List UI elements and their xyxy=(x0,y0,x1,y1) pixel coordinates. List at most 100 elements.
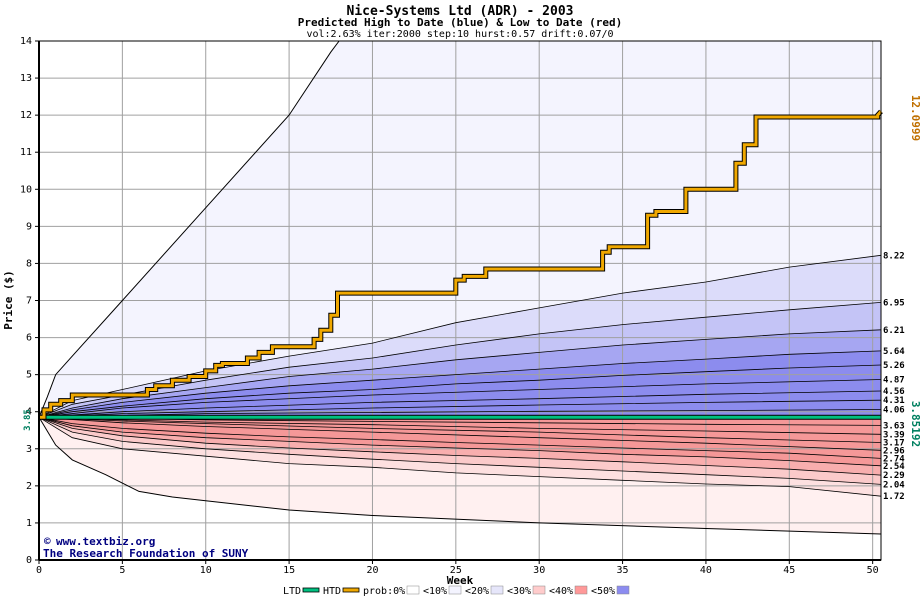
x-tick-label-6: 30 xyxy=(533,565,545,576)
x-tick-label-7: 35 xyxy=(617,565,629,576)
y-tick-label-7: 7 xyxy=(26,296,32,307)
series-lines xyxy=(38,40,883,535)
high-inner-line-1 xyxy=(38,390,882,418)
end-level-label-13: 2.74 xyxy=(883,454,905,464)
upper-envelope-line xyxy=(38,40,340,418)
end-level-label-8: 4.06 xyxy=(883,405,905,415)
x-tick-label-4: 20 xyxy=(366,565,378,576)
legend-swatch-7 xyxy=(616,585,630,595)
low-band-line-2 xyxy=(38,416,882,476)
low-inner-line-1 xyxy=(38,416,882,443)
x-tick-label-0: 0 xyxy=(36,565,42,576)
x-tick-label-8: 40 xyxy=(700,565,712,576)
x-tick-label-3: 15 xyxy=(283,565,295,576)
chart-title: Nice-Systems Ltd (ADR) - 2003 xyxy=(347,4,574,19)
end-level-label-5: 4.87 xyxy=(883,375,905,385)
y-tick-label-0: 0 xyxy=(26,555,32,566)
chart-subtitle: Predicted High to Date (blue) & Low to D… xyxy=(298,16,623,29)
x-tick-label-10: 50 xyxy=(867,565,879,576)
legend-label-4: <20% xyxy=(465,586,489,597)
end-level-label-3: 5.64 xyxy=(883,347,905,357)
end-level-label-10: 3.39 xyxy=(883,430,905,440)
end-level-label-1: 6.95 xyxy=(883,298,905,308)
low-band-line-4 xyxy=(38,416,882,459)
low-band-2 xyxy=(39,417,881,476)
low-band-3 xyxy=(39,417,881,466)
legend-swatch-0 xyxy=(302,587,320,593)
y-tick-label-3: 3 xyxy=(26,444,32,455)
y-tick-label-1: 1 xyxy=(26,518,32,529)
low-band-line-3 xyxy=(38,416,882,467)
high-band-0 xyxy=(39,255,881,418)
low-final-label: 3.85192 xyxy=(909,401,920,447)
low-band-1 xyxy=(39,417,881,485)
low-inner-line-2 xyxy=(38,416,882,435)
end-level-label-9: 3.63 xyxy=(883,421,905,431)
high-band-line-2 xyxy=(38,329,882,418)
high-band-1 xyxy=(39,302,881,418)
end-level-label-16: 2.04 xyxy=(883,480,905,490)
y-tick-label-13: 13 xyxy=(20,73,32,84)
y-tick-label-5: 5 xyxy=(26,370,32,381)
end-level-label-2: 6.21 xyxy=(883,326,905,336)
low-band-line-0 xyxy=(38,416,882,497)
legend: LTD HTD prob:0% <10% <20% <30% <40% <50% xyxy=(283,585,630,597)
low-band-line-1 xyxy=(38,416,882,485)
end-level-label-12: 2.96 xyxy=(883,446,905,456)
y-tick-label-6: 6 xyxy=(26,333,32,344)
legend-swatch-6 xyxy=(574,585,588,595)
credit-org: The Research Foundation of SUNY xyxy=(43,547,249,560)
high-band-3 xyxy=(39,350,881,418)
htd-line xyxy=(39,110,883,419)
legend-label-3: <10% xyxy=(423,586,447,597)
x-tick-label-2: 10 xyxy=(200,565,212,576)
legend-swatch-3 xyxy=(448,585,462,595)
high-inner-line-0 xyxy=(38,379,882,418)
x-tick-label-5: 25 xyxy=(450,565,462,576)
high-inner-line-2 xyxy=(38,399,882,418)
end-level-label-6: 4.56 xyxy=(883,387,905,397)
credit-site: www.textbiz.org xyxy=(56,535,155,548)
x-tick-label-9: 45 xyxy=(783,565,795,576)
y-tick-label-14: 14 xyxy=(20,36,32,47)
high-band-line-4 xyxy=(38,364,882,418)
y-tick-label-2: 2 xyxy=(26,481,32,492)
high-band-4 xyxy=(39,365,881,418)
legend-swatch-5 xyxy=(532,585,546,595)
legend-label-1: HTD xyxy=(323,586,341,597)
lower-envelope-line xyxy=(38,417,882,535)
y-axis-label: Price ($) xyxy=(2,270,15,330)
low-band-0 xyxy=(39,417,881,497)
high-band-line-3 xyxy=(38,350,882,418)
high-band-line-0 xyxy=(38,254,882,418)
high-band-2 xyxy=(39,329,881,418)
high-band-outer xyxy=(39,41,881,418)
legend-swatch-2 xyxy=(406,585,420,595)
end-level-label-15: 2.29 xyxy=(883,471,905,481)
legend-label-7: <50% xyxy=(591,586,615,597)
y-tick-label-8: 8 xyxy=(26,258,32,269)
legend-swatch-1 xyxy=(342,587,360,593)
credit-copyright-icon: © xyxy=(44,535,51,548)
end-level-label-7: 4.31 xyxy=(883,396,905,406)
legend-label-6: <40% xyxy=(549,586,573,597)
legend-label-0: LTD xyxy=(283,586,301,597)
y-tick-label-9: 9 xyxy=(26,221,32,232)
legend-label-5: <30% xyxy=(507,586,531,597)
start-price-label: 3.85 xyxy=(23,409,33,431)
x-tick-label-1: 5 xyxy=(119,565,125,576)
low-inner-line-0 xyxy=(38,416,882,451)
end-level-label-17: 1.72 xyxy=(883,492,905,502)
y-tick-label-11: 11 xyxy=(20,147,32,158)
y-tick-label-12: 12 xyxy=(20,110,32,121)
end-level-label-4: 5.26 xyxy=(883,361,905,371)
simulation-params: vol:2.63% iter:2000 step:10 hurst:0.57 d… xyxy=(306,29,613,40)
y-tick-label-4: 4 xyxy=(26,407,32,418)
legend-label-2: prob:0% xyxy=(363,586,405,597)
low-band-outer xyxy=(39,417,881,534)
end-level-label-11: 3.17 xyxy=(883,438,905,448)
high-final-label: 12.0999 xyxy=(909,95,920,141)
x-axis-label: Week xyxy=(447,574,474,587)
